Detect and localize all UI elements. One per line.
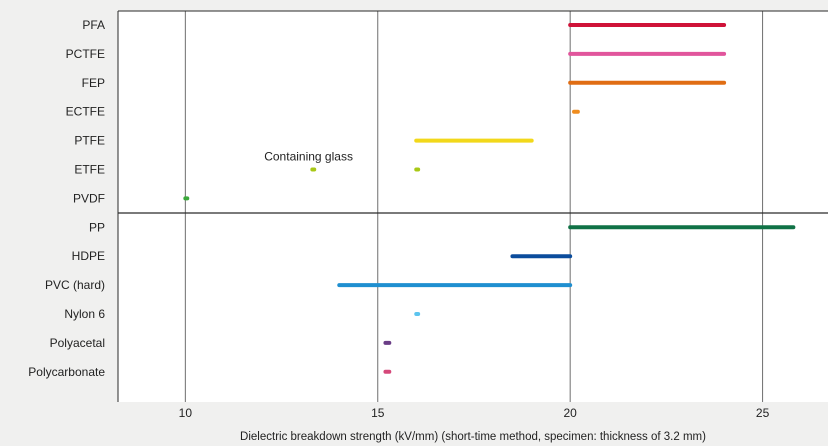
category-label: PVDF <box>73 191 105 205</box>
category-label: PCTFE <box>66 47 105 61</box>
category-label: Nylon 6 <box>64 307 105 321</box>
x-tick-label: 10 <box>179 406 193 420</box>
category-label: PFA <box>82 18 105 32</box>
category-label: PTFE <box>74 134 105 148</box>
x-axis-title: Dielectric breakdown strength (kV/mm) (s… <box>240 431 706 443</box>
x-tick-label: 15 <box>371 406 385 420</box>
category-label: Polycarbonate <box>28 365 105 379</box>
category-label: PVC (hard) <box>45 278 105 292</box>
category-label: FEP <box>82 76 105 90</box>
plot-area <box>118 11 828 402</box>
category-labels: PFA PCTFE FEP ECTFE PTFE ETFE PVDF PP HDPE PVC (h… <box>28 18 105 379</box>
x-tick-labels: 10 15 20 25 <box>179 406 770 420</box>
category-label: ETFE <box>74 163 105 177</box>
x-tick-label: 25 <box>756 406 770 420</box>
category-label: ECTFE <box>66 105 105 119</box>
category-label: HDPE <box>72 249 105 263</box>
category-label: PP <box>89 220 105 234</box>
x-tick-label: 20 <box>563 406 577 420</box>
category-label: Polyacetal <box>50 336 105 350</box>
annotation-label: Containing glass <box>264 150 353 164</box>
annotations: Containing glass <box>264 150 353 164</box>
